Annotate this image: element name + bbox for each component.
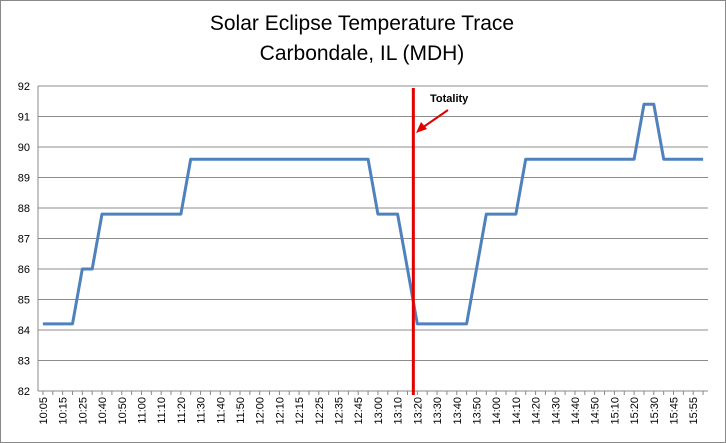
annotation-arrowhead (416, 122, 427, 133)
x-tick-label: 12:35 (334, 397, 346, 425)
chart-title: Solar Eclipse Temperature Trace (210, 12, 514, 35)
y-tick-label: 86 (18, 264, 30, 276)
y-tick-label: 84 (18, 325, 30, 337)
x-tick-label: 12:10 (274, 397, 286, 425)
y-tick-label: 90 (18, 142, 30, 154)
x-tick-label: 10:25 (77, 397, 89, 425)
chart-subtitle: Carbondale, IL (MDH) (260, 42, 465, 65)
x-tick-label: 15:30 (649, 397, 661, 425)
y-tick-label: 91 (18, 112, 30, 124)
y-tick-label: 92 (18, 81, 30, 93)
x-tick-label: 14:20 (531, 397, 543, 425)
y-tick-label: 89 (18, 173, 30, 185)
x-tick-label: 14:40 (570, 397, 582, 425)
x-tick-label: 13:20 (412, 397, 424, 425)
x-tick-label: 11:50 (235, 397, 247, 424)
y-tick-label: 87 (18, 234, 30, 246)
y-tick-label: 88 (18, 203, 30, 215)
x-tick-label: 15:55 (688, 397, 700, 425)
x-tick-label: 15:20 (629, 397, 641, 425)
annotation-arrow (421, 109, 449, 129)
x-tick-label: 14:30 (550, 397, 562, 425)
y-tick-label: 82 (18, 386, 30, 398)
x-tick-label: 11:30 (196, 397, 208, 424)
x-tick-label: 10:15 (58, 397, 70, 425)
x-tick-label: 12:45 (353, 397, 365, 425)
x-tick-label: 10:05 (38, 397, 50, 425)
x-tick-label: 12:25 (314, 397, 326, 425)
x-tick-label: 11:00 (136, 397, 148, 424)
x-tick-label: 13:00 (373, 397, 385, 425)
x-tick-label: 11:20 (176, 397, 188, 424)
y-tick-label: 83 (18, 356, 30, 368)
x-tick-label: 10:50 (117, 397, 129, 425)
x-tick-label: 10:40 (97, 397, 109, 425)
data-line (42, 102, 704, 326)
x-tick-label: 13:10 (393, 397, 405, 425)
x-tick-label: 13:30 (432, 397, 444, 425)
x-tick-label: 14:10 (511, 397, 523, 425)
x-tick-label: 11:40 (215, 397, 227, 424)
annotation-text: Totality (430, 93, 469, 105)
annotation: Totality (416, 93, 469, 133)
x-tick-label: 13:50 (471, 397, 483, 425)
x-tick-label: 13:40 (452, 397, 464, 425)
x-tick-label: 12:15 (294, 397, 306, 425)
x-tick-label: 11:10 (156, 397, 168, 424)
x-tick-label: 14:00 (491, 397, 503, 425)
x-tick-label: 15:45 (669, 397, 681, 425)
x-tick-label: 15:10 (609, 397, 621, 425)
x-tick-label: 14:50 (590, 397, 602, 425)
x-tick-label: 12:00 (255, 397, 267, 425)
y-tick-label: 85 (18, 295, 30, 307)
